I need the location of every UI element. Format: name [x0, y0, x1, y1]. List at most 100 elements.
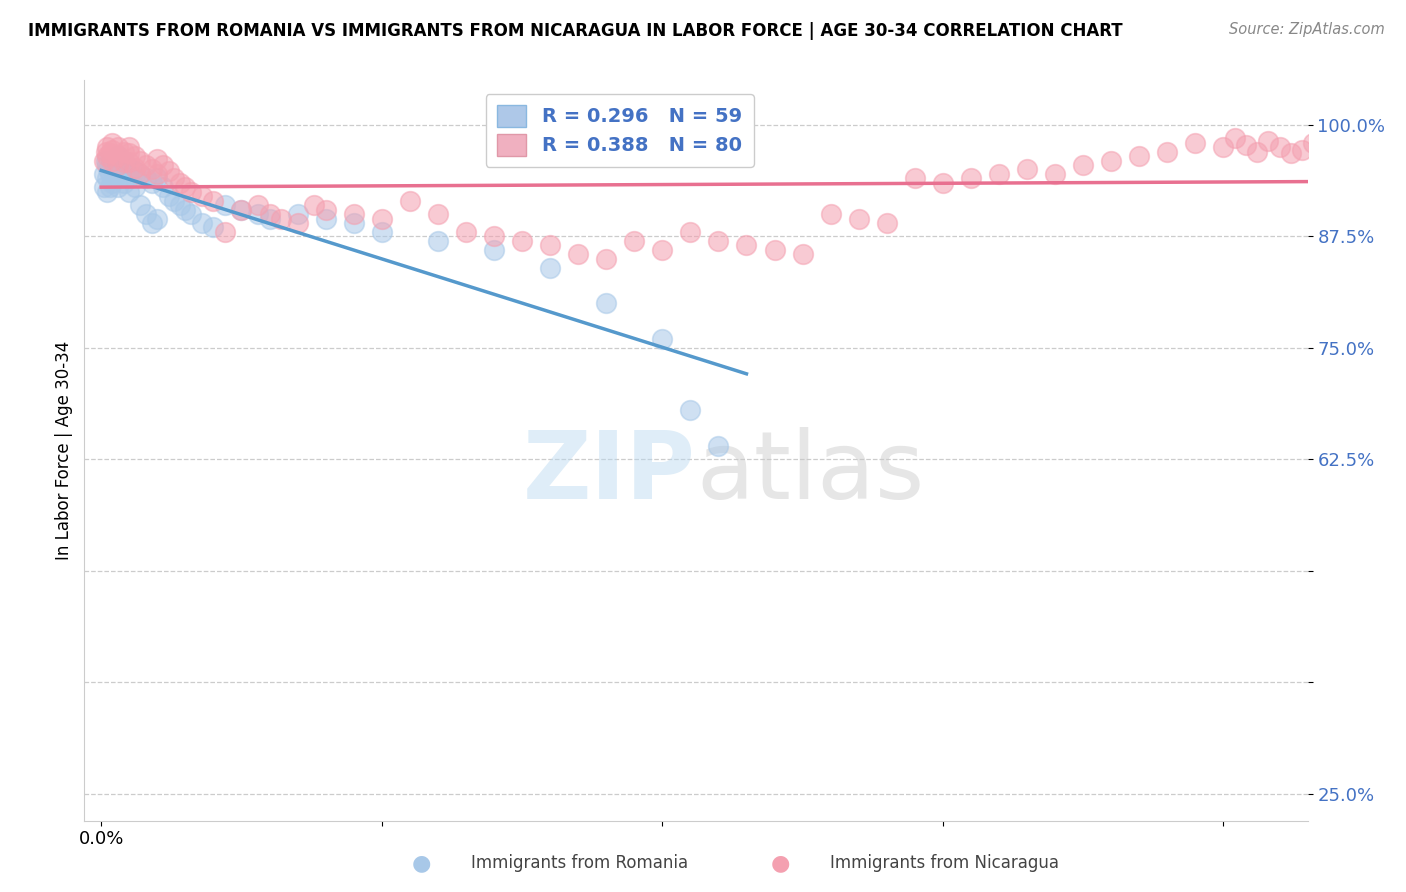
Point	[371, 211, 394, 226]
Point	[96, 140, 118, 154]
Point	[180, 185, 202, 199]
Point	[135, 158, 157, 172]
Point	[932, 176, 955, 190]
Point	[454, 225, 477, 239]
Point	[623, 234, 645, 248]
Point	[94, 153, 117, 168]
Point	[110, 162, 132, 177]
Point	[96, 171, 118, 186]
Point	[1246, 145, 1268, 159]
Point	[146, 171, 169, 186]
Point	[141, 162, 163, 177]
Point	[247, 207, 270, 221]
Point	[107, 158, 129, 172]
Point	[141, 216, 163, 230]
Point	[231, 202, 253, 217]
Point	[510, 234, 533, 248]
Point	[152, 158, 174, 172]
Text: ZIP: ZIP	[523, 426, 696, 518]
Point	[1234, 137, 1257, 152]
Point	[679, 225, 702, 239]
Point	[876, 216, 898, 230]
Point	[101, 153, 124, 168]
Point	[141, 176, 163, 190]
Point	[135, 207, 157, 221]
Point	[567, 247, 589, 261]
Point	[343, 216, 366, 230]
Point	[1015, 162, 1038, 177]
Point	[104, 158, 127, 172]
Point	[124, 161, 146, 175]
Point	[112, 155, 135, 169]
Point	[426, 207, 449, 221]
Text: Immigrants from Romania: Immigrants from Romania	[471, 855, 688, 872]
Point	[112, 164, 135, 178]
Text: ●: ●	[770, 854, 790, 873]
Point	[98, 146, 121, 161]
Point	[202, 194, 225, 208]
Point	[707, 439, 730, 453]
Point	[595, 296, 617, 310]
Point	[96, 149, 118, 163]
Text: ●: ●	[412, 854, 432, 873]
Point	[146, 152, 169, 166]
Point	[1128, 149, 1150, 163]
Point	[1043, 167, 1066, 181]
Point	[538, 260, 561, 275]
Point	[214, 198, 236, 212]
Point	[315, 202, 337, 217]
Point	[270, 211, 292, 226]
Point	[202, 220, 225, 235]
Point	[93, 180, 115, 194]
Point	[107, 167, 129, 181]
Point	[180, 207, 202, 221]
Point	[152, 180, 174, 194]
Point	[107, 149, 129, 163]
Point	[115, 158, 138, 172]
Point	[304, 198, 326, 212]
Point	[146, 167, 169, 181]
Point	[129, 167, 152, 181]
Text: Immigrants from Nicaragua: Immigrants from Nicaragua	[830, 855, 1059, 872]
Point	[118, 155, 141, 169]
Point	[1268, 140, 1291, 154]
Point	[124, 164, 146, 178]
Point	[112, 153, 135, 168]
Point	[595, 252, 617, 266]
Point	[651, 243, 673, 257]
Point	[287, 216, 309, 230]
Point	[174, 180, 197, 194]
Point	[287, 207, 309, 221]
Point	[107, 158, 129, 172]
Point	[118, 146, 141, 161]
Text: Source: ZipAtlas.com: Source: ZipAtlas.com	[1229, 22, 1385, 37]
Point	[1212, 140, 1234, 154]
Point	[124, 149, 146, 163]
Point	[101, 143, 124, 157]
Point	[98, 180, 121, 194]
Point	[1302, 136, 1324, 150]
Point	[94, 145, 117, 159]
Point	[538, 238, 561, 252]
Point	[118, 161, 141, 175]
Point	[191, 216, 214, 230]
Point	[163, 171, 186, 186]
Point	[960, 171, 983, 186]
Point	[118, 185, 141, 199]
Point	[426, 234, 449, 248]
Point	[848, 211, 870, 226]
Point	[169, 198, 191, 212]
Point	[101, 176, 124, 190]
Point	[112, 176, 135, 190]
Point	[124, 180, 146, 194]
Point	[118, 140, 141, 154]
Point	[104, 171, 127, 186]
Point	[247, 198, 270, 212]
Point	[651, 332, 673, 346]
Point	[107, 149, 129, 163]
Point	[1071, 158, 1094, 172]
Point	[763, 243, 786, 257]
Point	[174, 202, 197, 217]
Point	[118, 171, 141, 186]
Point	[214, 225, 236, 239]
